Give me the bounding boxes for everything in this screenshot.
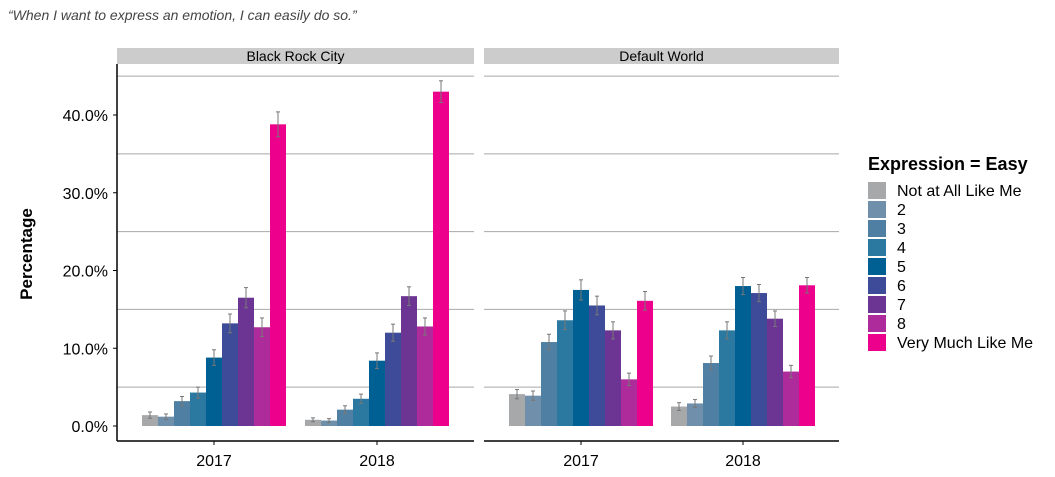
legend-swatch [868, 258, 886, 275]
legend-label: 2 [897, 202, 906, 219]
legend-label: 7 [897, 297, 906, 314]
bar [573, 289, 589, 426]
legend-swatch [868, 182, 886, 199]
x-tick-label: 2017 [563, 453, 599, 470]
bar [337, 409, 353, 426]
bar [433, 91, 449, 427]
bar [735, 286, 751, 426]
bar [321, 420, 337, 426]
legend-label: 8 [897, 316, 906, 333]
legend-label: 5 [897, 259, 906, 276]
legend-label: Not at All Like Me [897, 183, 1022, 200]
y-tick-label: 0.0% [72, 419, 108, 436]
bar [687, 403, 703, 426]
bar [385, 332, 401, 426]
bar [621, 379, 637, 426]
bar [541, 342, 557, 426]
bar [509, 394, 525, 426]
bar [222, 323, 238, 426]
legend-swatch [868, 334, 886, 351]
chart-subtitle: “When I want to express an emotion, I ca… [8, 7, 358, 23]
y-tick-label: 20.0% [63, 264, 108, 281]
legend-swatch [868, 277, 886, 294]
bar [190, 392, 206, 426]
legend-swatch [868, 220, 886, 237]
y-tick-label: 40.0% [63, 108, 108, 125]
legend-swatch [868, 201, 886, 218]
bar [305, 419, 321, 426]
legend-title: Expression = Easy [868, 154, 1028, 174]
legend-swatch [868, 296, 886, 313]
bar [557, 320, 573, 426]
x-tick-label: 2018 [359, 453, 395, 470]
facet-strip [117, 48, 474, 64]
bar [174, 401, 190, 426]
bar [605, 330, 621, 426]
bar [799, 285, 815, 426]
bar [401, 296, 417, 426]
bar [369, 360, 385, 426]
facet-strip [484, 48, 839, 64]
bar [353, 398, 369, 426]
bar [158, 416, 174, 426]
legend-label: 4 [897, 240, 906, 257]
bar [589, 305, 605, 426]
bar [751, 293, 767, 426]
bar [783, 371, 799, 426]
plot-area: Black Rock City 2017 2018 Default World 2017… [63, 48, 839, 470]
bar [254, 327, 270, 426]
bar [671, 406, 687, 426]
legend-swatch [868, 315, 886, 332]
bar [637, 300, 653, 426]
legend-swatch [868, 239, 886, 256]
legend-label: Very Much Like Me [897, 335, 1033, 352]
bar [206, 357, 222, 426]
x-tick-label: 2017 [196, 453, 232, 470]
y-axis-title: Percentage [17, 208, 36, 300]
y-tick-label: 10.0% [63, 341, 108, 358]
facet-strip-label: Black Rock City [246, 48, 344, 64]
bar [238, 297, 254, 426]
legend: Expression = Easy Not at All Like Me 2 3 4 5… [868, 154, 1033, 352]
bar [525, 395, 541, 426]
bar [767, 318, 783, 426]
legend-label: 3 [897, 221, 906, 238]
legend-label: 6 [897, 278, 906, 295]
facet-strip-label: Default World [619, 48, 704, 64]
x-tick-label: 2018 [725, 453, 761, 470]
bar [270, 124, 286, 426]
bar [719, 330, 735, 426]
y-tick-label: 30.0% [63, 186, 108, 203]
bar [142, 415, 158, 426]
bar [417, 326, 433, 426]
bar [703, 363, 719, 426]
